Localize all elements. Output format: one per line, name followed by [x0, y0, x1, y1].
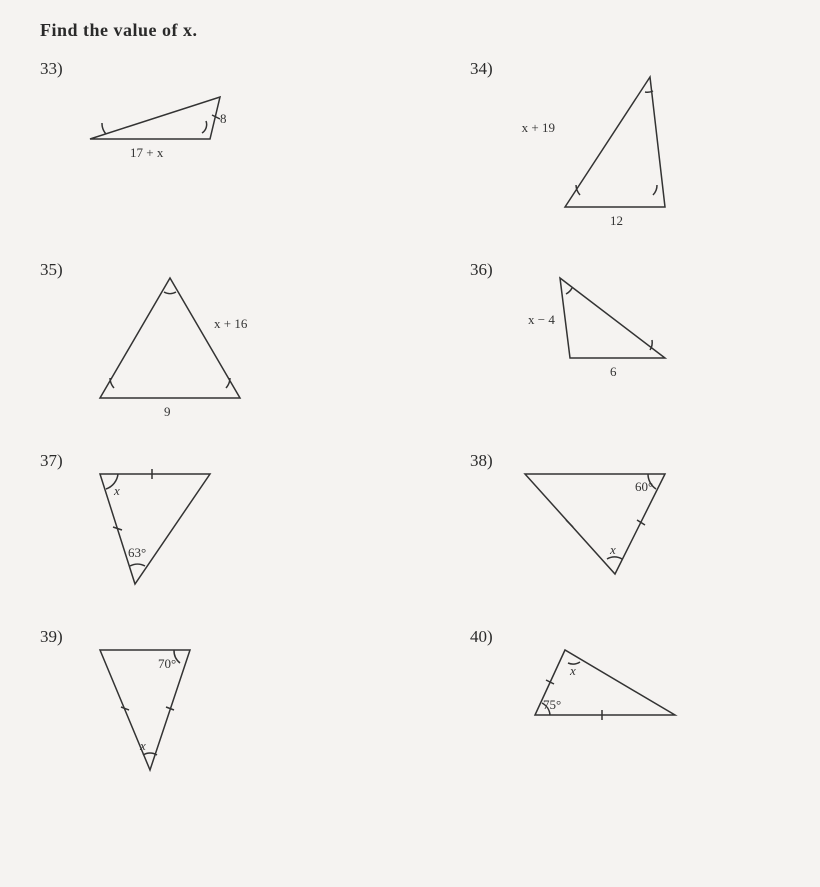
angle-label: 63° — [128, 545, 146, 560]
side-label: x − 4 — [528, 312, 555, 327]
problem-number: 34) — [470, 59, 493, 79]
problem-37: 37) x 63° — [40, 451, 350, 599]
side-label: 8 — [220, 111, 227, 126]
problem-36: 36) x − 4 6 — [470, 260, 780, 423]
triangle-icon: x − 4 6 — [510, 268, 690, 383]
angle-label: x — [139, 738, 146, 753]
problem-34: 34) x + 19 12 — [470, 59, 780, 232]
side-label: x + 19 — [522, 120, 555, 135]
angle-label: 75° — [543, 697, 561, 712]
problem-number: 37) — [40, 451, 63, 471]
problem-number: 39) — [40, 627, 63, 647]
angle-label: x — [569, 663, 576, 678]
angle-label: x — [609, 542, 616, 557]
angle-label: 60° — [635, 479, 653, 494]
side-label: 6 — [610, 364, 617, 379]
angle-label: x — [113, 483, 120, 498]
triangle-icon: x 63° — [80, 459, 250, 599]
figure: 8 17 + x — [40, 59, 350, 167]
problem-number: 35) — [40, 260, 63, 280]
side-label: 17 + x — [130, 145, 164, 160]
triangle-icon: 8 17 + x — [80, 67, 250, 167]
problem-40: 40) x 75° — [470, 627, 780, 785]
problem-35: 35) x + 16 9 — [40, 260, 350, 423]
page-title: Find the value of x. — [40, 20, 780, 41]
problem-number: 33) — [40, 59, 63, 79]
figure: x + 19 12 — [470, 59, 780, 232]
triangle-icon: x + 19 12 — [510, 67, 690, 232]
figure: x + 16 9 — [40, 260, 350, 423]
figure: x − 4 6 — [470, 260, 780, 383]
figure: x 63° — [40, 451, 350, 599]
problem-grid: 33) 8 17 + x 34) x + 19 12 — [40, 59, 780, 785]
triangle-icon: 60° x — [510, 459, 690, 589]
problem-38: 38) 60° x — [470, 451, 780, 599]
side-label: 12 — [610, 213, 623, 228]
triangle-icon: x 75° — [510, 635, 700, 735]
side-label: x + 16 — [214, 316, 248, 331]
figure: 60° x — [470, 451, 780, 589]
triangle-icon: 70° x — [80, 635, 230, 785]
figure: x 75° — [470, 627, 780, 735]
figure: 70° x — [40, 627, 350, 785]
problem-number: 40) — [470, 627, 493, 647]
problem-number: 38) — [470, 451, 493, 471]
problem-39: 39) 70° x — [40, 627, 350, 785]
angle-label: 70° — [158, 656, 176, 671]
problem-33: 33) 8 17 + x — [40, 59, 350, 232]
problem-number: 36) — [470, 260, 493, 280]
side-label: 9 — [164, 404, 171, 419]
triangle-icon: x + 16 9 — [80, 268, 280, 423]
